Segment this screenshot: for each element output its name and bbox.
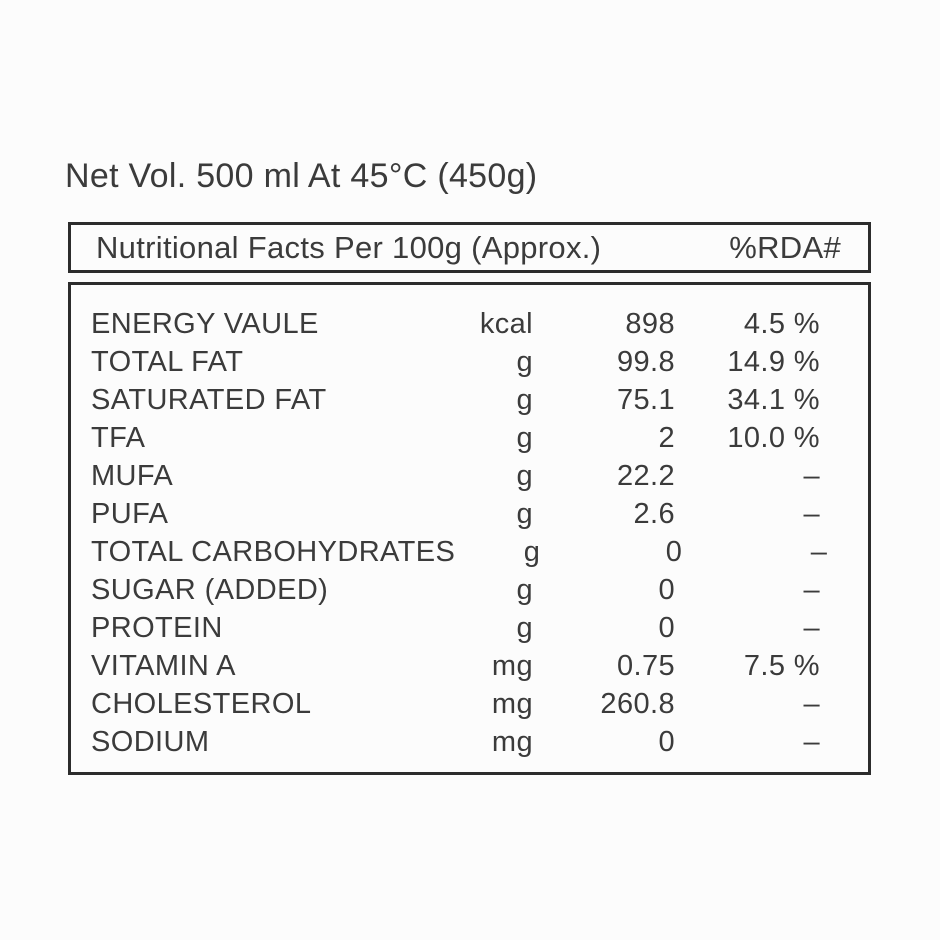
nutrient-value: 898	[625, 308, 675, 340]
table-row: TFA g 2 10.0 %	[91, 419, 820, 457]
table-row: CHOLESTEROL mg 260.8 –	[91, 685, 820, 723]
nutrient-value: 99.8	[616, 346, 675, 378]
nutrient-value: 260.8	[600, 688, 675, 720]
nutrient-unit: g	[516, 384, 533, 416]
nutrient-name: VITAMIN A	[91, 650, 236, 682]
nutrient-name: SODIUM	[91, 726, 210, 758]
nutrient-rda: 10.0 %	[727, 422, 820, 454]
table-row: VITAMIN A mg 0.75 7.5 %	[91, 647, 820, 685]
nutrient-unit: g	[516, 422, 533, 454]
nutrient-rda: –	[803, 726, 820, 758]
nutrient-value: 2.6	[633, 498, 675, 530]
nutrient-rda: 14.9 %	[727, 346, 820, 378]
nutrient-value: 2	[658, 422, 675, 454]
nutrient-name: ENERGY VAULE	[91, 308, 319, 340]
nutrient-name: SUGAR (ADDED)	[91, 574, 329, 606]
table-row: TOTAL CARBOHYDRATES g 0 –	[91, 533, 827, 571]
table-row: SATURATED FAT g 75.1 34.1 %	[91, 381, 820, 419]
nutrient-rda: 34.1 %	[727, 384, 820, 416]
nutrient-rda: –	[803, 612, 820, 644]
table-row: ENERGY VAULE kcal 898 4.5 %	[91, 305, 820, 343]
nutrition-facts-caption: Nutritional Facts Per 100g (Approx.)	[96, 229, 602, 265]
nutrient-rda: –	[803, 688, 820, 720]
nutrient-name: TFA	[91, 422, 146, 454]
table-row: PUFA g 2.6 –	[91, 495, 820, 533]
nutrient-unit: g	[516, 574, 533, 606]
nutrient-value: 0	[665, 536, 683, 568]
table-row: TOTAL FAT g 99.8 14.9 %	[91, 343, 820, 381]
nutrient-name: TOTAL FAT	[91, 346, 244, 378]
rda-column-header: %RDA#	[729, 229, 841, 265]
nutrient-unit: g	[516, 612, 533, 644]
nutrient-unit: g	[516, 498, 533, 530]
nutrient-rda: 7.5 %	[743, 650, 820, 682]
nutrient-value: 0	[658, 726, 675, 758]
nutrient-rda: –	[803, 574, 820, 606]
net-volume-title: Net Vol. 500 ml At 45°C (450g)	[65, 157, 538, 195]
nutrient-name: TOTAL CARBOHYDRATES	[91, 536, 456, 568]
nutrient-rda: –	[803, 460, 820, 492]
nutrition-facts-header: Nutritional Facts Per 100g (Approx.) %RD…	[68, 222, 871, 273]
nutrition-rows: ENERGY VAULE kcal 898 4.5 % TOTAL FAT g 99.8 14…	[91, 305, 827, 761]
nutrient-name: PROTEIN	[91, 612, 223, 644]
nutrient-value: 0.75	[616, 650, 675, 682]
nutrient-name: CHOLESTEROL	[91, 688, 312, 720]
table-row: MUFA g 22.2 –	[91, 457, 820, 495]
table-row: PROTEIN g 0 –	[91, 609, 820, 647]
nutrient-unit: kcal	[479, 308, 533, 340]
nutrient-name: PUFA	[91, 498, 169, 530]
nutrition-facts-table: ENERGY VAULE kcal 898 4.5 % TOTAL FAT g 99.8 14…	[68, 282, 871, 775]
nutrient-value: 75.1	[616, 384, 675, 416]
nutrient-name: MUFA	[91, 460, 174, 492]
nutrient-unit: mg	[491, 688, 533, 720]
nutrient-unit: mg	[491, 726, 533, 758]
nutrient-unit: g	[516, 460, 533, 492]
table-row: SODIUM mg 0 –	[91, 723, 820, 761]
nutrient-rda: –	[803, 498, 820, 530]
nutrient-value: 0	[658, 612, 675, 644]
nutrient-unit: mg	[491, 650, 533, 682]
nutrient-name: SATURATED FAT	[91, 384, 327, 416]
nutrient-unit: g	[516, 346, 533, 378]
nutrient-rda: –	[810, 536, 828, 568]
nutrient-unit: g	[523, 536, 541, 568]
nutrient-value: 0	[658, 574, 675, 606]
nutrient-rda: 4.5 %	[743, 308, 820, 340]
table-row: SUGAR (ADDED) g 0 –	[91, 571, 820, 609]
nutrient-value: 22.2	[616, 460, 675, 492]
